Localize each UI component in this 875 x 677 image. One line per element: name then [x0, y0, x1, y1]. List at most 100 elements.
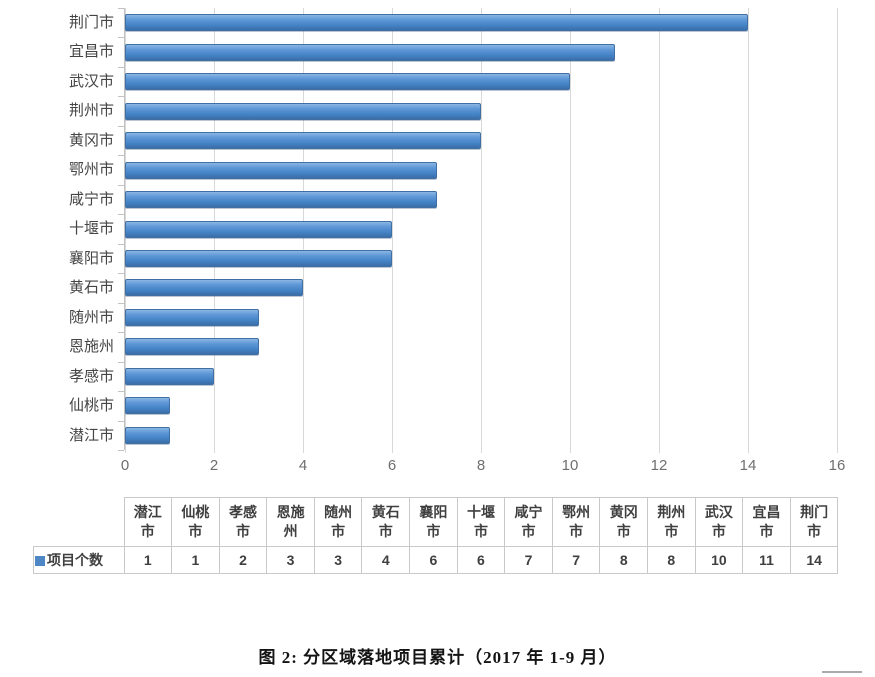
bar-仙桃市	[125, 397, 170, 415]
table-header-孝感市: 孝感 市	[218, 497, 268, 547]
bar-荆州市	[125, 102, 481, 120]
gridline-x-8	[481, 8, 482, 453]
y-axis-label-宜昌市: 宜昌市	[68, 43, 114, 61]
bar-武汉市	[125, 73, 570, 91]
bar-咸宁市	[125, 191, 437, 209]
y-axis-label-黄石市: 黄石市	[68, 279, 114, 297]
category-axis-tick	[118, 8, 124, 9]
table-value-咸宁市: 7	[504, 546, 553, 574]
category-axis-tick	[118, 450, 124, 451]
table-value-恩施州: 3	[266, 546, 315, 574]
y-axis-label-随州市: 随州市	[68, 308, 114, 326]
table-value-荆门市: 14	[789, 546, 839, 574]
category-axis-tick	[118, 66, 124, 68]
chart-data-table: 潜江 市仙桃 市孝感 市恩施 州随州 市黄石 市襄阳 市十堰 市咸宁 市鄂州 市…	[33, 497, 839, 574]
category-axis-tick	[118, 125, 124, 127]
x-axis-tick-label-6: 6	[387, 457, 397, 474]
table-header-随州市: 随州 市	[313, 497, 363, 547]
category-axis-tick	[118, 391, 124, 393]
table-value-十堰市: 6	[456, 546, 506, 574]
category-axis-tick	[118, 96, 124, 98]
table-value-仙桃市: 1	[171, 546, 220, 574]
table-header-仙桃市: 仙桃 市	[171, 497, 220, 547]
table-header-荆州市: 荆州 市	[647, 497, 696, 547]
bar-孝感市	[125, 367, 214, 385]
gridline-x-12	[659, 8, 660, 453]
table-header-黄石市: 黄石 市	[361, 497, 411, 547]
y-axis-label-荆州市: 荆州市	[68, 102, 114, 120]
x-axis-tick-label-4: 4	[298, 457, 308, 474]
table-header-鄂州市: 鄂州 市	[551, 497, 601, 547]
table-header-十堰市: 十堰 市	[456, 497, 506, 547]
y-axis-label-潜江市: 潜江市	[68, 426, 114, 444]
y-axis-label-咸宁市: 咸宁市	[68, 190, 114, 208]
y-axis-label-孝感市: 孝感市	[68, 367, 114, 385]
x-axis-tick-label-2: 2	[209, 457, 219, 474]
y-axis-label-黄冈市: 黄冈市	[68, 131, 114, 149]
table-header-襄阳市: 襄阳 市	[409, 497, 458, 547]
bar-恩施州	[125, 338, 259, 356]
x-axis-tick-label-12: 12	[650, 457, 668, 474]
category-axis-tick	[118, 155, 124, 157]
category-axis-tick	[118, 273, 124, 275]
bar-荆门市	[125, 14, 748, 32]
series-row-label: 项目个数	[33, 546, 125, 574]
bar-随州市	[125, 308, 259, 326]
table-value-潜江市: 1	[123, 546, 173, 574]
y-axis-label-仙桃市: 仙桃市	[68, 397, 114, 415]
table-value-黄石市: 4	[361, 546, 411, 574]
category-axis-tick	[118, 302, 124, 304]
table-header-黄冈市: 黄冈 市	[599, 497, 649, 547]
category-axis-tick	[118, 243, 124, 245]
gridline-x-6	[392, 8, 393, 453]
category-axis-tick	[118, 214, 124, 216]
y-axis-label-十堰市: 十堰市	[68, 220, 114, 238]
category-axis-tick	[118, 420, 124, 422]
bar-襄阳市	[125, 249, 392, 267]
bar-宜昌市	[125, 43, 615, 61]
gridline-x-16	[837, 8, 838, 453]
x-axis-tick-label-14: 14	[739, 457, 757, 474]
y-axis-label-武汉市: 武汉市	[68, 72, 114, 90]
y-axis-label-荆门市: 荆门市	[68, 14, 114, 31]
table-header-潜江市: 潜江 市	[123, 497, 173, 547]
table-value-宜昌市: 11	[742, 546, 791, 574]
bar-黄冈市	[125, 132, 481, 150]
gridline-x-10	[570, 8, 571, 453]
table-value-武汉市: 10	[694, 546, 744, 574]
table-header-宜昌市: 宜昌 市	[742, 497, 791, 547]
bar-十堰市	[125, 220, 392, 238]
table-value-随州市: 3	[313, 546, 363, 574]
bar-chart-plot-area	[125, 8, 838, 453]
bar-鄂州市	[125, 161, 437, 179]
bar-黄石市	[125, 279, 303, 297]
table-value-襄阳市: 6	[409, 546, 458, 574]
y-axis-label-恩施州: 恩施州	[68, 338, 114, 356]
category-axis-tick	[118, 184, 124, 186]
table-value-孝感市: 2	[218, 546, 268, 574]
x-axis-tick-label-10: 10	[561, 457, 579, 474]
table-value-黄冈市: 8	[599, 546, 649, 574]
series-name: 项目个数	[47, 552, 103, 568]
y-axis-label-鄂州市: 鄂州市	[68, 161, 114, 179]
category-axis-tick	[118, 361, 124, 363]
table-corner-blank-cell	[34, 498, 125, 547]
gridline-x-14	[748, 8, 749, 453]
category-axis-line	[124, 8, 125, 450]
table-header-咸宁市: 咸宁 市	[504, 497, 553, 547]
y-axis-category-labels: 荆门市宜昌市武汉市荆州市黄冈市鄂州市咸宁市十堰市襄阳市黄石市随州市恩施州孝感市仙…	[0, 8, 114, 450]
table-header-荆门市: 荆门 市	[789, 497, 839, 547]
figure-caption: 图 2: 分区域落地项目累计（2017 年 1-9 月）	[258, 648, 617, 667]
y-axis-label-襄阳市: 襄阳市	[68, 249, 114, 267]
table-value-鄂州市: 7	[551, 546, 601, 574]
x-axis-tick-label-0: 0	[120, 457, 130, 474]
table-header-武汉市: 武汉 市	[694, 497, 744, 547]
table-header-恩施州: 恩施 州	[266, 497, 315, 547]
table-value-荆州市: 8	[647, 546, 696, 574]
x-axis-tick-label-16: 16	[828, 457, 846, 474]
scrollbar-fragment	[822, 671, 862, 673]
bar-潜江市	[125, 426, 170, 444]
x-axis-tick-label-8: 8	[476, 457, 486, 474]
legend-key-icon	[35, 556, 45, 566]
